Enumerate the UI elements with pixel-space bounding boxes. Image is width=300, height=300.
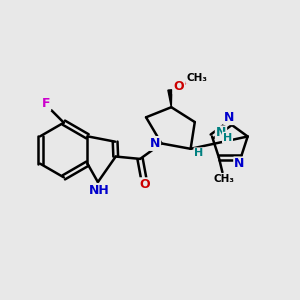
Text: F: F xyxy=(42,97,50,110)
Text: H: H xyxy=(223,133,232,143)
Text: N: N xyxy=(234,158,244,170)
Text: H: H xyxy=(194,148,204,158)
Text: NH: NH xyxy=(89,184,110,197)
Text: O: O xyxy=(140,178,150,191)
Text: O: O xyxy=(173,80,184,94)
Text: CH₃: CH₃ xyxy=(213,174,234,184)
Polygon shape xyxy=(168,90,172,107)
Text: N: N xyxy=(216,126,226,140)
Text: N: N xyxy=(150,137,160,150)
Text: N: N xyxy=(224,111,234,124)
Text: CH₃: CH₃ xyxy=(186,73,207,83)
